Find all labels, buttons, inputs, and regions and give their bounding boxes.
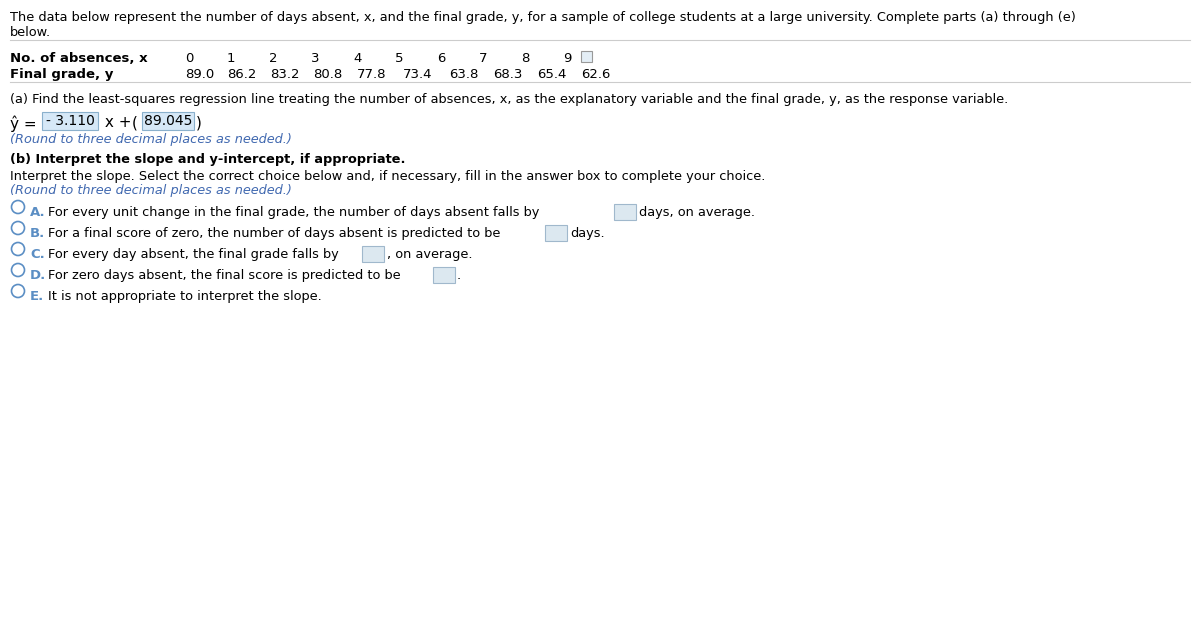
Text: 77.8: 77.8	[358, 68, 386, 81]
Bar	[142, 112, 194, 130]
Text: ): )	[196, 115, 202, 130]
Circle shape	[12, 201, 24, 213]
Text: 2: 2	[269, 52, 277, 65]
Text: 1: 1	[227, 52, 235, 65]
Text: Interpret the slope. Select the correct choice below and, if necessary, fill in : Interpret the slope. Select the correct …	[10, 170, 766, 183]
Text: 83.2: 83.2	[270, 68, 300, 81]
Circle shape	[12, 242, 24, 255]
Text: 8: 8	[521, 52, 529, 65]
Bar	[614, 204, 636, 220]
Text: D.: D.	[30, 269, 47, 282]
Bar	[581, 51, 592, 62]
Text: days.: days.	[570, 227, 605, 240]
Text: 68.3: 68.3	[493, 68, 522, 81]
Text: C.: C.	[30, 248, 44, 261]
Text: For every unit change in the final grade, the number of days absent falls by: For every unit change in the final grade…	[48, 206, 539, 219]
Bar	[42, 112, 98, 130]
Text: The data below represent the number of days absent, x, and the final grade, y, f: The data below represent the number of d…	[10, 11, 1076, 24]
Text: For zero days absent, the final score is predicted to be: For zero days absent, the final score is…	[48, 269, 401, 282]
Text: Final grade, y: Final grade, y	[10, 68, 113, 81]
Text: 63.8: 63.8	[449, 68, 479, 81]
Text: x +: x +	[100, 115, 137, 130]
Text: below.: below.	[10, 26, 52, 39]
Text: A.: A.	[30, 206, 46, 219]
Text: .: .	[457, 269, 461, 282]
Text: 5: 5	[395, 52, 403, 65]
Text: 65.4: 65.4	[538, 68, 566, 81]
Circle shape	[12, 222, 24, 234]
Bar	[362, 246, 384, 262]
Text: For every day absent, the final grade falls by: For every day absent, the final grade fa…	[48, 248, 338, 261]
Text: 7: 7	[479, 52, 487, 65]
Text: ŷ =: ŷ =	[10, 115, 42, 131]
Text: B.: B.	[30, 227, 46, 240]
Circle shape	[12, 263, 24, 276]
Text: (a) Find the least-squares regression line treating the number of absences, x, a: (a) Find the least-squares regression li…	[10, 93, 1008, 106]
Text: (: (	[132, 115, 138, 130]
Text: E.: E.	[30, 290, 44, 303]
Text: It is not appropriate to interpret the slope.: It is not appropriate to interpret the s…	[48, 290, 322, 303]
Text: 4: 4	[353, 52, 361, 65]
Text: 62.6: 62.6	[581, 68, 611, 81]
Text: (b) Interpret the slope and y-intercept, if appropriate.: (b) Interpret the slope and y-intercept,…	[10, 153, 406, 166]
Text: 73.4: 73.4	[403, 68, 432, 81]
Text: 6: 6	[437, 52, 445, 65]
Text: (Round to three decimal places as needed.): (Round to three decimal places as needed…	[10, 184, 292, 197]
Text: - 3.110: - 3.110	[46, 114, 95, 128]
Text: (Round to three decimal places as needed.): (Round to three decimal places as needed…	[10, 133, 292, 146]
Text: No. of absences, x: No. of absences, x	[10, 52, 148, 65]
Bar	[433, 267, 455, 283]
Text: 0: 0	[185, 52, 193, 65]
Text: 9: 9	[563, 52, 571, 65]
Text: days, on average.: days, on average.	[640, 206, 755, 219]
Text: For a final score of zero, the number of days absent is predicted to be: For a final score of zero, the number of…	[48, 227, 500, 240]
Text: 89.0: 89.0	[185, 68, 215, 81]
Text: 86.2: 86.2	[227, 68, 257, 81]
Text: 3: 3	[311, 52, 319, 65]
Text: 89.045: 89.045	[144, 114, 192, 128]
Bar	[545, 225, 568, 241]
Text: , on average.: , on average.	[386, 248, 473, 261]
Circle shape	[12, 284, 24, 297]
Text: 80.8: 80.8	[313, 68, 342, 81]
